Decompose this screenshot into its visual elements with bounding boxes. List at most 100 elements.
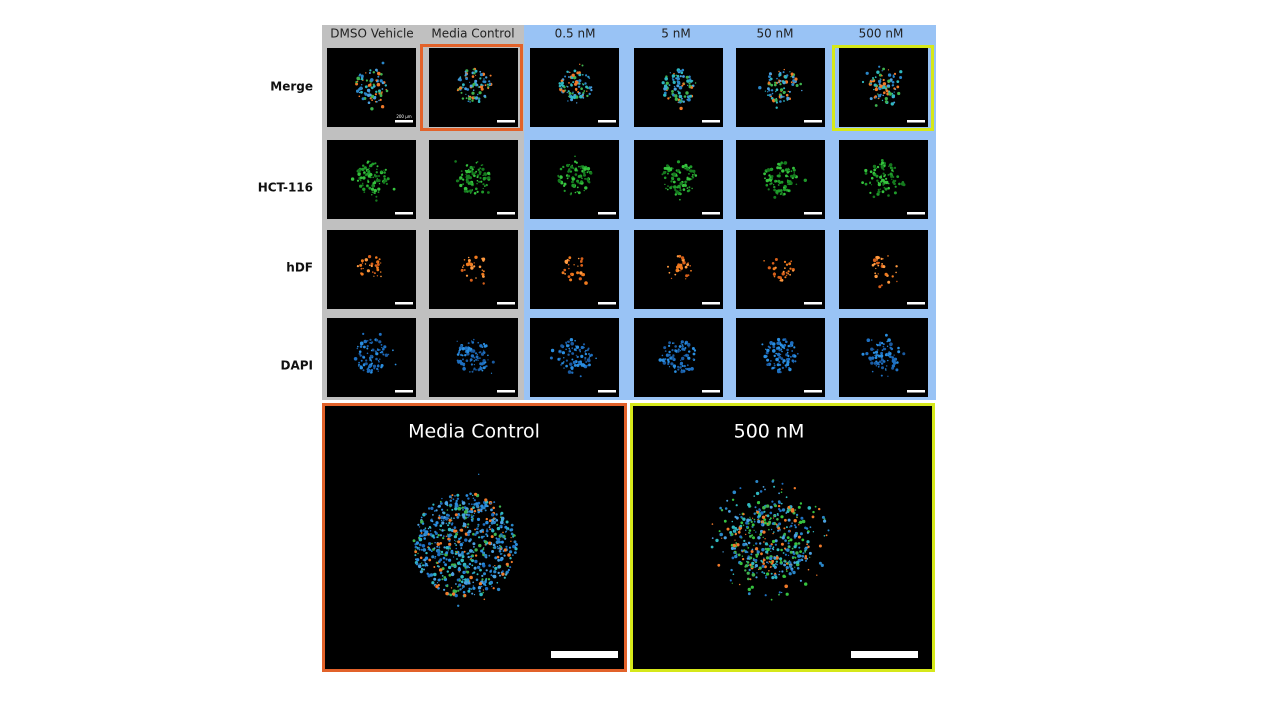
cell-dot <box>778 166 782 170</box>
micrograph <box>736 230 825 309</box>
cell-dot <box>443 576 447 579</box>
cell-dot <box>459 504 462 507</box>
cell-dot <box>469 101 471 103</box>
cell-dot <box>370 264 373 268</box>
cell-dot <box>369 354 373 358</box>
cell-dot <box>470 555 473 558</box>
cell-dot <box>789 526 791 528</box>
cell-dot <box>429 533 432 535</box>
cell-dot <box>673 87 677 91</box>
cell-dot <box>667 360 670 363</box>
cell-dot <box>806 540 810 544</box>
cell-dot <box>787 354 790 358</box>
cell-dot <box>875 96 877 99</box>
cell-dot <box>590 353 593 357</box>
cell-dot <box>683 348 686 351</box>
cell-dot <box>372 364 377 368</box>
cell-dot <box>417 523 420 526</box>
cell-dot <box>570 192 572 194</box>
cell-dot <box>689 169 693 173</box>
cell-dot <box>442 535 445 537</box>
cell-dot <box>464 578 467 581</box>
cell-dot <box>471 168 474 171</box>
cell-dot <box>870 82 872 85</box>
cell-dot <box>584 350 587 353</box>
cell-dot <box>459 579 462 581</box>
cell-dot <box>458 359 462 364</box>
cell-dot <box>356 265 359 268</box>
cell-dot <box>665 187 667 190</box>
cell-dot <box>888 183 890 185</box>
cell-dot <box>433 577 437 581</box>
cell-dot <box>781 366 785 370</box>
cell-dot <box>872 258 877 263</box>
cell-dot <box>466 578 470 582</box>
cell-dot <box>754 506 757 509</box>
cell-dot <box>761 521 764 523</box>
cell-dot <box>504 537 507 540</box>
scale-bar <box>395 390 413 393</box>
cell-dot <box>719 506 722 510</box>
cell-dot <box>472 585 475 587</box>
cell-dot <box>742 524 745 526</box>
cell-dot <box>775 101 779 104</box>
cell-dot <box>420 516 423 519</box>
cell-dot <box>356 80 359 83</box>
cell-dot <box>888 351 890 353</box>
cell-dot <box>760 552 763 556</box>
cell-dot <box>492 574 497 579</box>
cell-dot <box>717 563 721 567</box>
cell-dot <box>783 559 786 562</box>
cell-dot <box>468 168 470 171</box>
cell-dot <box>756 501 761 505</box>
cell-dot <box>778 70 780 73</box>
cell-dot <box>740 515 743 519</box>
cell-dot <box>779 536 782 539</box>
cell-dot <box>359 184 363 188</box>
cell-dot <box>694 82 697 84</box>
cell-dot <box>499 548 502 550</box>
cell-dot <box>753 512 756 515</box>
cell-dot <box>581 273 586 277</box>
cell-dot <box>484 84 487 87</box>
cell-dot <box>786 74 789 77</box>
cell-dot <box>779 100 782 103</box>
cell-dot <box>679 83 681 85</box>
cell-dot <box>683 354 686 357</box>
cell-dot <box>454 542 456 545</box>
cell-dot <box>473 265 476 268</box>
cell-dot <box>690 178 693 181</box>
cell-dot <box>418 537 423 542</box>
cell-dot <box>379 358 381 360</box>
cell-dot <box>473 356 476 359</box>
cell-dot <box>476 517 481 522</box>
cell-dot <box>480 180 483 183</box>
cell-dot <box>455 499 458 503</box>
cell-dot <box>694 174 698 177</box>
cell-dot <box>482 366 486 370</box>
cell-dot <box>776 526 778 528</box>
cell-dot <box>782 359 786 363</box>
zoom-title: 500 nM <box>734 421 805 443</box>
cell-dot <box>571 177 575 181</box>
cell-dot <box>455 179 459 183</box>
scale-bar <box>907 212 925 215</box>
cell-dot <box>773 83 777 87</box>
cell-dot <box>880 374 883 377</box>
cell-dot <box>880 174 883 177</box>
cell-dot <box>360 267 363 270</box>
cell-dot <box>455 583 457 585</box>
cell-dot <box>462 515 466 519</box>
cell-dot <box>771 500 774 503</box>
cell-dot <box>465 97 468 100</box>
cell-dot <box>359 179 362 182</box>
cell-dot <box>677 368 680 371</box>
cell-dot <box>454 502 458 506</box>
cell-dot <box>439 502 443 505</box>
cell-dot <box>827 529 830 532</box>
cell-dot <box>882 345 885 348</box>
cell-dot <box>724 507 728 510</box>
cell-dot <box>688 189 691 192</box>
cell-dot <box>885 333 888 337</box>
cell-dot <box>438 546 441 549</box>
